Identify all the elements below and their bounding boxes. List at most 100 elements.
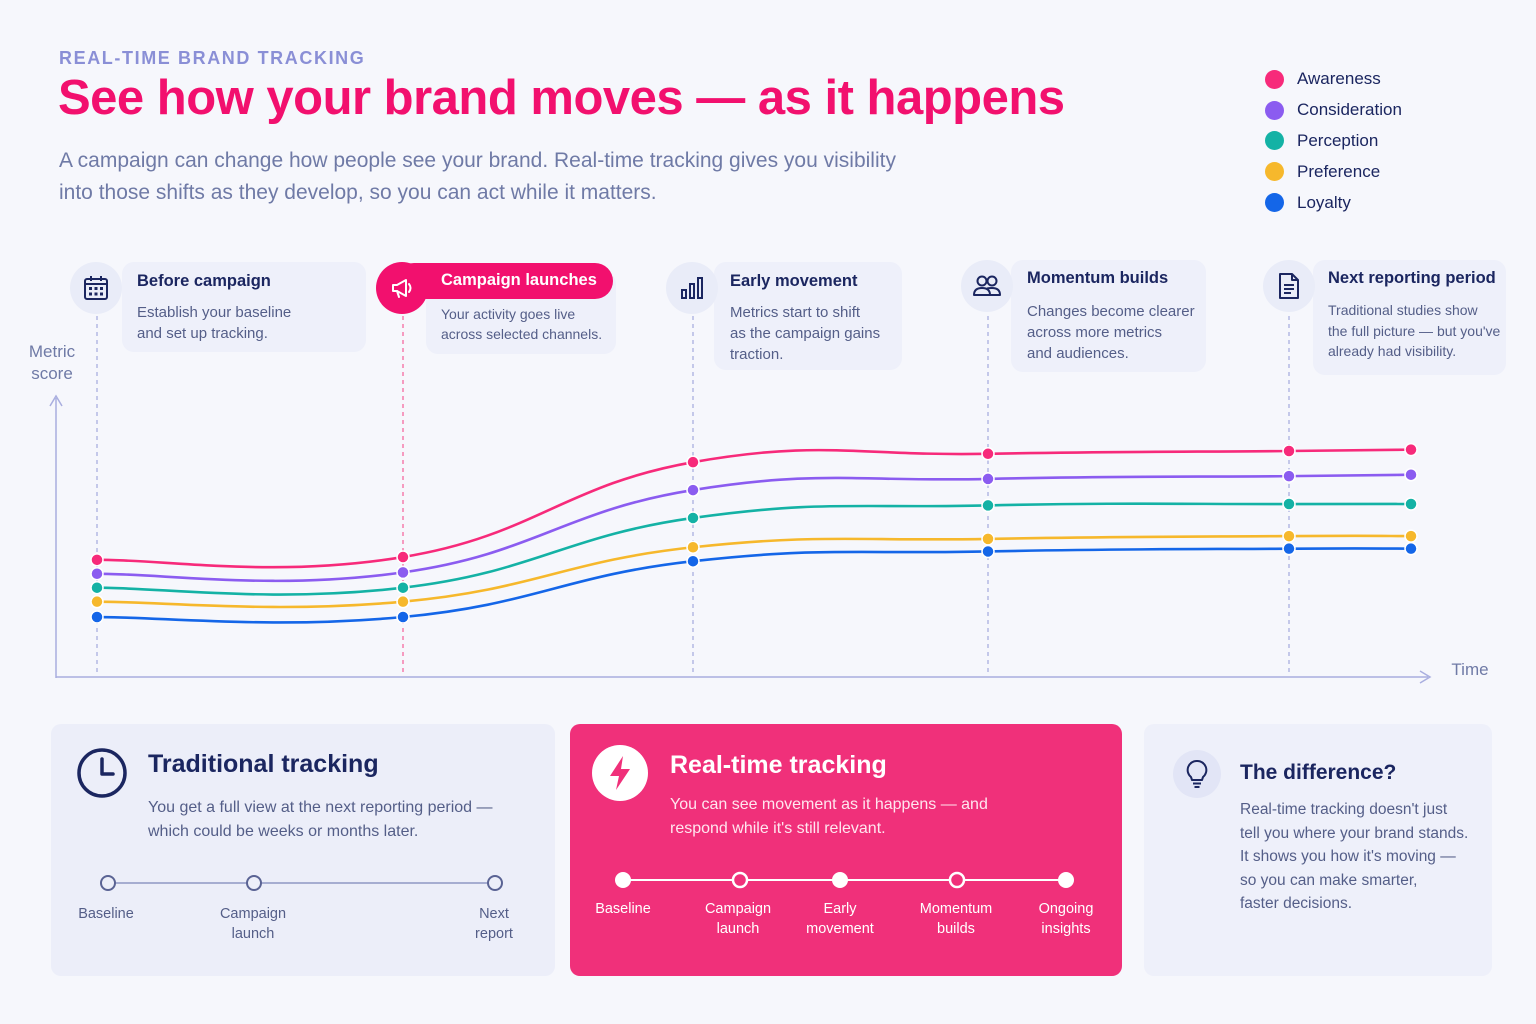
people-icon (961, 260, 1013, 312)
timeline-label: Baseline (568, 899, 678, 919)
panel-title: The difference? (1240, 761, 1397, 784)
difference-panel: The difference? Real-time tracking doesn… (1144, 724, 1492, 976)
panel-desc-line: faster decisions. (1240, 895, 1352, 912)
timeline-label-line: Campaign (219, 906, 287, 922)
step-desc-line: and set up tracking. (137, 325, 268, 342)
legend-swatch (1265, 69, 1284, 89)
subtitle-line: into those shifts as they develop, so yo… (59, 181, 657, 204)
series-line-loyalty (95, 547, 1413, 624)
timeline-label: Next report (439, 904, 549, 944)
legend-swatch (1265, 131, 1284, 151)
legend-label: Consideration (1297, 100, 1402, 120)
panel-desc-line: tell you where your brand stands. (1240, 824, 1469, 842)
legend-swatch (1265, 162, 1284, 182)
step-desc-line: Traditional studies show (1328, 302, 1478, 318)
timeline-label-line: insights (1041, 921, 1091, 937)
step-title: Momentum builds (1027, 269, 1169, 287)
data-point (90, 580, 104, 595)
timeline-label-line: Baseline (595, 901, 651, 917)
step-desc-line: across more metrics (1027, 324, 1163, 341)
step-desc-line: Your activity goes live (441, 306, 576, 322)
panel-desc-line: so you can make smarter, (1240, 871, 1418, 889)
data-point (90, 610, 104, 624)
timeline-node (832, 872, 848, 888)
step-desc: Your activity goes live across selected … (441, 304, 602, 344)
timeline-label-line: report (475, 926, 513, 942)
timeline-label-line: Baseline (78, 906, 134, 922)
timeline-label: Campaign launch (683, 899, 793, 939)
y-axis-label: Metric score (28, 342, 76, 383)
step-desc-line: Establish your baseline (137, 304, 292, 321)
timeline-node (487, 875, 503, 891)
timeline-label: Momentum builds (901, 899, 1011, 939)
x-axis-arrow (1419, 670, 1432, 684)
step-title: Next reporting period (1328, 269, 1496, 287)
traditional-timeline (100, 875, 503, 891)
chart-axes (49, 394, 1432, 684)
step-card (122, 262, 366, 352)
timeline-node (1058, 872, 1074, 888)
step-desc-line: the full picture — but you've (1328, 322, 1501, 339)
data-point (686, 511, 700, 525)
legend-swatch (1265, 100, 1284, 120)
timeline-label: Early movement (785, 899, 895, 939)
series-line-consideration (95, 473, 1413, 583)
timeline-label-line: movement (806, 921, 874, 937)
data-point (1282, 469, 1296, 483)
panel-title: Traditional tracking (148, 750, 379, 778)
megaphone-icon (376, 262, 428, 314)
timeline-label: Baseline (51, 904, 161, 924)
panel-desc-line: which could be weeks or months later. (148, 822, 419, 840)
step-desc: Establish your baseline and set up track… (137, 302, 291, 344)
legend-swatch (1265, 193, 1284, 213)
lightbulb-icon (1173, 750, 1221, 798)
data-point (981, 498, 995, 513)
timeline-label-line: Momentum (919, 901, 993, 917)
data-point (1404, 529, 1418, 543)
legend-item-loyalty: Loyalty (1265, 187, 1402, 218)
data-point (90, 594, 104, 609)
timeline-node (100, 875, 116, 891)
series-line-perception (95, 502, 1413, 596)
legend-label: Loyalty (1297, 192, 1351, 212)
legend-item-preference: Preference (1265, 156, 1402, 187)
panel-desc-line: respond while it's still relevant. (670, 819, 886, 837)
chart-series (90, 442, 1418, 624)
data-point (396, 580, 410, 595)
legend-item-consideration: Consideration (1265, 95, 1402, 126)
panel-desc: You get a full view at the next reportin… (148, 796, 493, 843)
data-point (1282, 529, 1296, 543)
timeline-label-line: launch (231, 926, 275, 942)
step-desc-line: already had visibility. (1328, 343, 1457, 359)
timeline-label: Campaign launch (198, 904, 308, 944)
data-point (981, 532, 995, 546)
data-point (981, 544, 995, 559)
data-point (1282, 541, 1296, 556)
step-title: Before campaign (137, 272, 271, 290)
data-point (1404, 467, 1418, 482)
document-icon (1263, 260, 1315, 312)
timeline-label-line: launch (716, 921, 760, 937)
data-point (686, 455, 700, 469)
data-point (1404, 541, 1418, 556)
legend-label: Preference (1297, 161, 1381, 181)
data-point (396, 594, 410, 609)
step-desc-line: Changes become clearer (1027, 303, 1195, 320)
legend-label: Perception (1297, 130, 1379, 150)
panel-desc-line: You get a full view at the next reportin… (148, 799, 493, 816)
data-point (90, 553, 104, 567)
data-point (1282, 444, 1296, 458)
data-point (981, 472, 995, 486)
timeline-label-line: Next (479, 906, 509, 922)
step-card (1011, 260, 1206, 372)
step-desc-line: traction. (730, 346, 784, 363)
panel-desc-line: You can see movement as it happens — and (670, 796, 988, 813)
data-point (981, 447, 995, 461)
data-point (1282, 497, 1296, 511)
data-point (686, 540, 700, 555)
panel-desc-line: It shows you how it's moving — (1240, 848, 1456, 865)
bar-chart-icon (666, 262, 718, 314)
page-subtitle: A campaign can change how people see you… (59, 145, 1019, 209)
realtime-timeline (615, 871, 1074, 889)
step-desc-line: and audiences. (1027, 345, 1129, 362)
